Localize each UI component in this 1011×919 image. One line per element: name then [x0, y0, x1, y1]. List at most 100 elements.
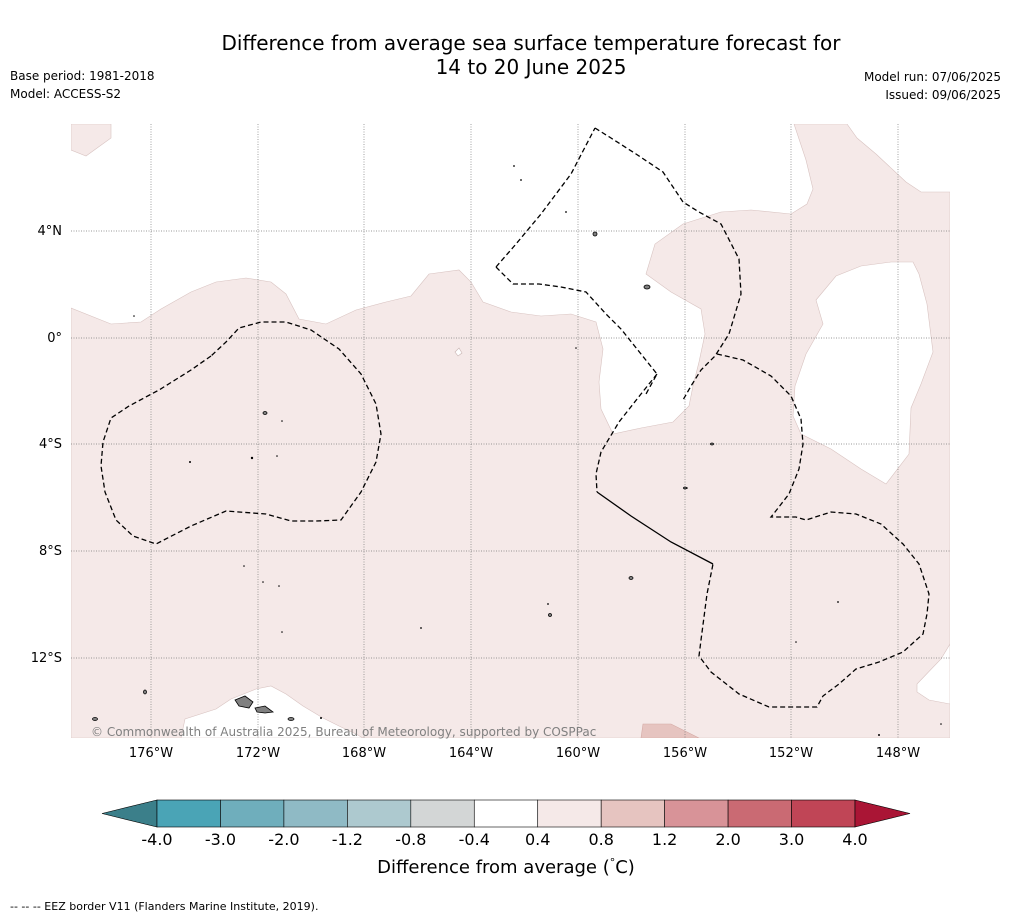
atoll-18	[133, 315, 135, 317]
colorbar-tick-label: -2.0	[268, 830, 300, 849]
neutral-spot	[454, 347, 463, 357]
meta-right: Model run: 07/06/2025 Issued: 09/06/2025	[864, 68, 1001, 104]
lat-label-8s: 8°S	[38, 544, 62, 559]
colorbar-tick-label: 4.0	[842, 830, 868, 849]
lon-label-168w: 168°W	[341, 746, 387, 761]
island-small-4	[628, 576, 634, 580]
colorbar-cell	[791, 799, 856, 828]
atoll-14	[547, 603, 549, 605]
meta-left: Base period: 1981-2018 Model: ACCESS-S2	[10, 67, 155, 103]
island-small-2	[592, 231, 598, 237]
island-small-9	[683, 486, 687, 490]
atoll-20	[878, 734, 880, 736]
map-title: Difference from average sea surface temp…	[0, 31, 1011, 79]
island-small-10	[710, 442, 714, 446]
colorbar-title: Difference from average (°C)	[0, 856, 1011, 878]
atoll-16	[837, 601, 839, 603]
lon-label-172w: 172°W	[235, 746, 281, 761]
island-small-3	[643, 284, 651, 290]
anomaly-region-northwest	[71, 124, 112, 157]
atoll-4	[281, 420, 283, 422]
map-canvas	[71, 124, 950, 738]
atoll-8	[281, 631, 283, 633]
issued-date: Issued: 09/06/2025	[885, 88, 1001, 102]
eez-border-central	[596, 491, 714, 565]
colorbar-cell	[664, 799, 729, 828]
atoll-3	[276, 455, 278, 457]
colorbar-cell	[600, 799, 665, 828]
atoll-7	[278, 585, 280, 587]
colorbar-extend-high	[854, 799, 911, 828]
degree-symbol: °	[609, 856, 616, 869]
atoll-19	[320, 717, 322, 719]
colorbar-tick-label: -1.2	[331, 830, 363, 849]
lat-label-4n: 4°N	[37, 224, 63, 239]
island-small-1	[262, 411, 268, 415]
atoll-12	[565, 211, 567, 213]
atoll-11	[520, 179, 522, 181]
island-small-8	[548, 613, 552, 617]
colorbar-tick-label: 1.2	[651, 830, 678, 849]
atoll-6	[262, 581, 264, 583]
island-upolu	[254, 705, 275, 714]
atoll-9	[420, 627, 422, 629]
lon-label-156w: 156°W	[662, 746, 708, 761]
colorbar-cell	[347, 799, 412, 828]
colorbar-extend-low	[101, 799, 158, 828]
atoll-10	[513, 165, 515, 167]
colorbar-tick-label: -3.0	[204, 830, 237, 849]
atoll-1	[189, 461, 191, 463]
island-small-5	[143, 689, 147, 695]
lat-label-4s: 4°S	[38, 437, 62, 452]
neutral-region-east	[792, 261, 934, 485]
island-savaii	[234, 695, 254, 709]
colorbar-tick-label: 0.4	[524, 830, 551, 849]
colorbar	[101, 799, 911, 828]
island-small-7	[287, 717, 295, 721]
colorbar-cell	[410, 799, 475, 828]
colorbar-cell	[473, 799, 539, 828]
lon-label-176w: 176°W	[128, 746, 174, 761]
colorbar-tick-label: 2.0	[715, 830, 741, 849]
atoll-2	[250, 456, 254, 460]
colorbar-tick-label: -0.4	[458, 830, 490, 849]
title-line-2: 14 to 20 June 2025	[435, 55, 627, 79]
colorbar-title-text: Difference from average (	[377, 857, 610, 878]
eez-borders	[100, 127, 930, 708]
title-line-1: Difference from average sea surface temp…	[221, 31, 841, 55]
lon-label-160w: 160°W	[555, 746, 601, 761]
neutral-region-southeast	[916, 643, 950, 705]
colorbar-cell	[220, 799, 285, 828]
atolls	[133, 165, 942, 736]
lat-label-0: 0°	[47, 331, 62, 346]
anomaly-region-main	[71, 124, 950, 738]
eez-border-north	[495, 127, 742, 493]
anomaly-region-warm-patch	[640, 723, 700, 738]
colorbar-tick-label: 0.8	[588, 830, 614, 849]
copyright-notice: © Commonwealth of Australia 2025, Bureau…	[91, 725, 597, 739]
colorbar-tick-label: -0.8	[395, 830, 427, 849]
colorbar-cell	[537, 799, 602, 828]
colorbar-cell	[156, 799, 221, 828]
island-small-6	[92, 717, 98, 721]
colorbar-cell	[727, 799, 792, 828]
atoll-17	[795, 641, 797, 643]
model-name: Model: ACCESS-S2	[10, 87, 122, 101]
sst-anomaly-map	[71, 124, 950, 738]
atoll-5	[243, 565, 245, 567]
base-period: Base period: 1981-2018	[10, 69, 155, 83]
lon-label-148w: 148°W	[875, 746, 921, 761]
colorbar-tick-label: 3.0	[778, 830, 805, 849]
islands	[92, 231, 714, 721]
colorbar-title-unit: C)	[615, 857, 635, 878]
colorbar-tick-label: -4.0	[141, 830, 173, 849]
colorbar-cells	[101, 799, 911, 828]
atoll-15	[686, 487, 688, 489]
lon-label-164w: 164°W	[448, 746, 494, 761]
model-run: Model run: 07/06/2025	[863, 70, 1001, 84]
lon-label-152w: 152°W	[768, 746, 814, 761]
eez-border-east	[698, 353, 930, 708]
colorbar-cell	[283, 799, 348, 828]
atoll-21	[940, 723, 942, 725]
atoll-13	[575, 347, 577, 349]
